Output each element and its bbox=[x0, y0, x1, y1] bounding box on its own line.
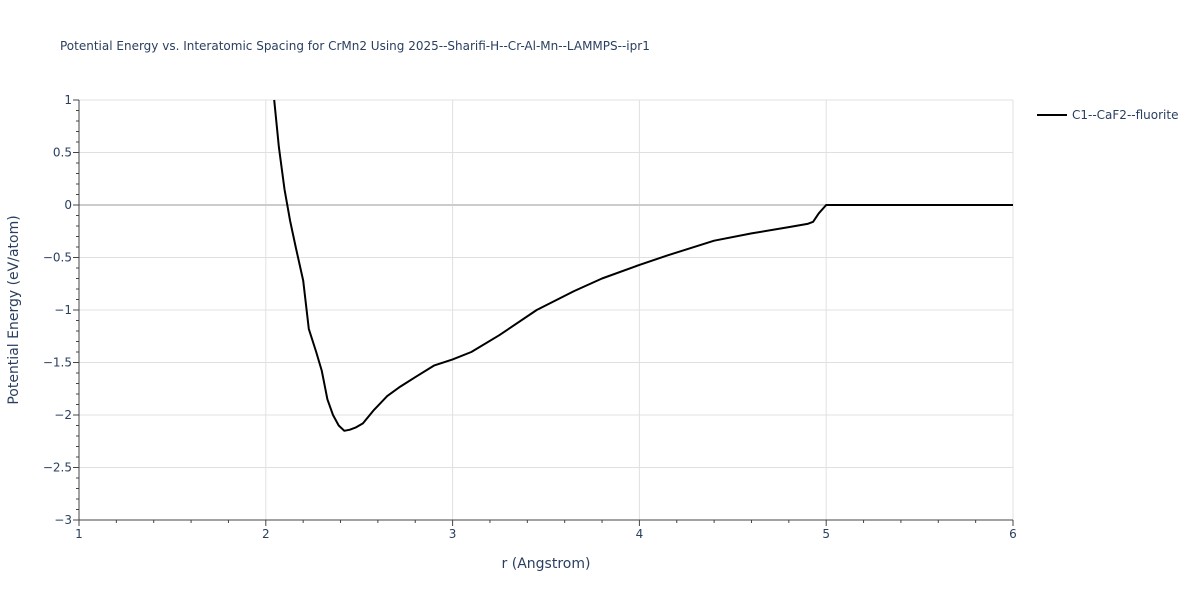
x-tick-label: 4 bbox=[636, 527, 644, 541]
y-tick-label: −1.5 bbox=[43, 356, 72, 370]
x-tick-label: 3 bbox=[449, 527, 457, 541]
legend[interactable]: C1--CaF2--fluorite bbox=[1037, 108, 1178, 122]
y-tick-label: −2 bbox=[54, 408, 72, 422]
y-axis-label: Potential Energy (eV/atom) bbox=[6, 215, 22, 404]
y-tick-label: 0.5 bbox=[53, 146, 72, 160]
x-tick-label: 6 bbox=[1009, 527, 1017, 541]
series-line bbox=[273, 99, 1013, 432]
x-tick-label: 1 bbox=[75, 527, 83, 541]
x-axis-label: r (Angstrom) bbox=[502, 556, 591, 572]
chart-title: Potential Energy vs. Interatomic Spacing… bbox=[60, 39, 650, 53]
y-tick-label: 0 bbox=[64, 198, 72, 212]
x-tick-label: 2 bbox=[262, 527, 270, 541]
x-tick-label: 5 bbox=[822, 527, 830, 541]
series-lines bbox=[273, 99, 1013, 432]
y-axis-ticks: −3 −2.5 −2 −1.5 −1 −0.5 0 0.5 1 bbox=[43, 93, 72, 527]
y-tick-label: 1 bbox=[64, 93, 72, 107]
grid-lines bbox=[79, 99, 1014, 520]
y-tick-label: −1 bbox=[54, 303, 72, 317]
y-tick-label: −0.5 bbox=[43, 251, 72, 265]
y-tick-label: −3 bbox=[54, 513, 72, 527]
legend-label[interactable]: C1--CaF2--fluorite bbox=[1072, 108, 1178, 122]
y-tick-label: −2.5 bbox=[43, 461, 72, 475]
axes bbox=[73, 99, 1014, 526]
x-axis-ticks: 1 2 3 4 5 6 bbox=[75, 527, 1017, 541]
